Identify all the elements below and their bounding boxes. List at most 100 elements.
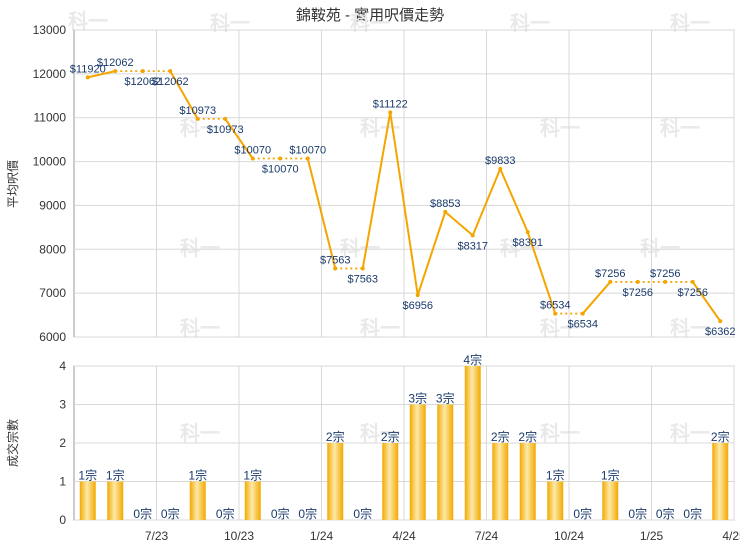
price-data-label: $8391 [512,237,543,249]
transaction-bar-label: 0宗 [161,506,180,521]
transaction-bar [492,443,509,520]
price-data-label: $7563 [320,254,351,266]
price-data-label: $6956 [402,300,433,312]
price-line-segment [306,158,337,269]
price-data-label: $12062 [97,57,134,69]
price-data-label: $9833 [485,155,516,167]
price-line-segment [224,118,254,160]
price-data-label: $7256 [650,268,681,280]
watermark-text: 科一 [640,236,680,260]
price-point [140,69,145,74]
watermark-text: 科一 [340,236,380,260]
price-data-label: $7256 [677,287,708,299]
line-chart-y-tick-label: 10000 [33,155,67,169]
transaction-bar-label: 3宗 [436,391,455,406]
price-point [635,279,640,284]
price-point [690,279,695,284]
transaction-bar [519,443,536,520]
x-axis-tick-label: 7/24 [475,529,499,543]
transaction-bar [712,443,729,520]
line-chart-y-ticks: 6000 7000 8000 9000 10000 11000 12000 13000 [33,23,67,344]
transaction-bar [382,443,399,520]
transaction-bar-label: 1宗 [243,468,262,483]
line-chart-y-tick-label: 13000 [33,23,67,37]
price-point [388,110,393,115]
transaction-bar-label: 2宗 [381,429,400,444]
transaction-bar-label: 2宗 [491,429,510,444]
x-axis-tick-label: 7/23 [145,529,169,543]
price-point [223,116,228,121]
bar-chart-y-tick-label: 1 [59,475,66,489]
transaction-bar-label: 0宗 [298,506,317,521]
price-line-segment [691,281,722,322]
watermark-text: 科一 [68,9,108,33]
watermark-text: 科一 [670,421,710,445]
transaction-bar-label: 1宗 [546,468,565,483]
watermark-text: 科一 [180,421,220,445]
price-data-label: $6534 [567,319,598,331]
price-line-segment [169,70,199,120]
transaction-bars: 1宗 1宗 0宗 0宗 1宗 0宗 1宗 0宗 0宗 2宗 0宗 2宗 3宗 3宗 4宗 2宗 2宗 1宗 0宗 1宗… [78,352,729,521]
transaction-bar-label: 2宗 [326,429,345,444]
price-point [195,116,200,121]
x-axis-tick-label: 1/24 [310,529,334,543]
transaction-bar-label: 4宗 [463,352,482,367]
price-data-label: $10070 [289,145,326,157]
price-point [250,156,255,161]
price-point [305,156,310,161]
price-line-segment [416,211,447,296]
price-point [580,311,585,316]
price-data-label: $10973 [207,124,244,136]
price-point [663,279,668,284]
line-chart-y-tick-label: 12000 [33,67,67,81]
price-data-label: $11122 [373,98,408,110]
watermark-text: 科一 [670,316,710,340]
price-line-segment [499,168,529,233]
price-line-segment [444,211,474,237]
transaction-bar-label: 0宗 [656,506,675,521]
line-chart-y-axis-title: 平均呎價 [6,160,20,208]
transaction-bar-label: 0宗 [573,506,592,521]
price-data-label: $12062 [152,76,189,88]
transaction-bar-label: 0宗 [271,506,290,521]
watermark-text: 科一 [670,11,710,35]
transaction-bar-label: 1宗 [188,468,207,483]
price-point [113,69,118,74]
price-point [608,279,613,284]
price-point [498,166,503,171]
transaction-bar-label: 3宗 [408,391,427,406]
price-data-label: $12062 [124,76,161,88]
transaction-bar-label: 0宗 [683,506,702,521]
price-point [415,293,420,298]
bar-chart-y-tick-label: 0 [59,513,66,527]
watermark-text: 科一 [660,116,700,140]
line-chart-y-tick-label: 11000 [34,111,67,125]
line-chart-y-tick-label: 6000 [39,330,66,344]
bar-chart-y-tick-label: 4 [59,359,66,373]
watermark-text: 科一 [540,421,580,445]
transaction-bar-label: 0宗 [133,506,152,521]
line-chart-y-tick-label: 9000 [39,198,66,212]
price-data-label: $8853 [430,198,461,210]
price-data-label: $10070 [262,164,299,176]
watermark-text: 科一 [360,421,400,445]
transaction-bar-label: 0宗 [628,506,647,521]
bar-chart-y-ticks: 0 1 2 3 4 [59,359,66,527]
price-line-segment [526,231,557,314]
transaction-bar [244,481,261,520]
price-line-segment [87,70,116,79]
price-point [360,266,365,271]
line-chart-grid [73,29,735,338]
transaction-bar-label: 1宗 [601,468,620,483]
transaction-bar [437,404,454,520]
price-line-segment [361,112,392,269]
x-axis-tick-label: 10/23 [224,529,254,543]
transaction-bar [464,366,481,520]
price-data-label: $7256 [595,268,626,280]
transaction-bar [547,481,564,520]
x-axis-ticks: 7/23 10/23 1/24 4/24 7/24 10/24 1/25 4/25 [145,529,740,543]
price-data-label: $6362 [705,326,736,338]
price-data-label: $8317 [457,240,488,252]
watermark-text: 科一 [210,11,250,35]
